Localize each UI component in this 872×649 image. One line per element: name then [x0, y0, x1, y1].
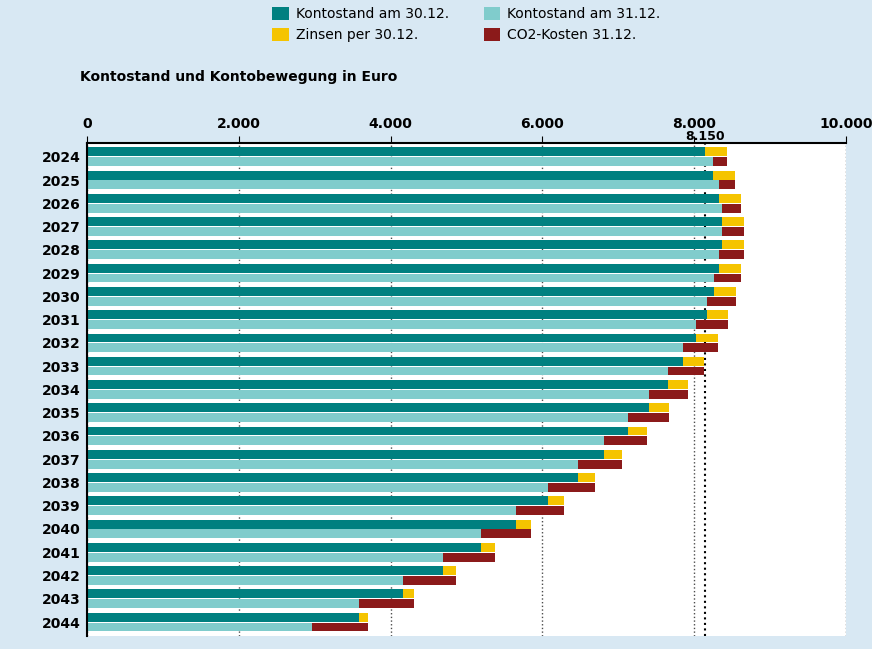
Bar — [87, 194, 719, 202]
Bar — [87, 251, 719, 259]
Bar — [650, 390, 688, 398]
Bar — [87, 287, 714, 296]
Bar — [713, 171, 735, 180]
Bar — [87, 320, 696, 329]
Bar — [87, 599, 359, 608]
Bar — [548, 496, 564, 506]
Bar — [87, 297, 706, 306]
Bar — [87, 241, 722, 249]
Bar — [87, 380, 668, 389]
Text: 8.150: 8.150 — [685, 130, 726, 143]
Bar — [87, 390, 650, 398]
Bar — [87, 553, 443, 561]
Bar — [516, 506, 564, 515]
Bar — [443, 553, 495, 561]
Bar — [668, 380, 688, 389]
Text: Kontostand und Kontobewegung in Euro: Kontostand und Kontobewegung in Euro — [79, 69, 397, 84]
Bar — [721, 217, 744, 226]
Bar — [87, 473, 577, 482]
Bar — [87, 520, 516, 528]
Bar — [719, 263, 741, 273]
Bar — [87, 171, 713, 180]
Bar — [706, 297, 736, 306]
Bar — [577, 459, 623, 469]
Bar — [87, 147, 705, 156]
Bar — [705, 147, 727, 156]
Bar — [714, 273, 741, 282]
Bar — [87, 204, 721, 213]
Bar — [87, 273, 714, 282]
Bar — [696, 320, 728, 329]
Bar — [87, 450, 604, 459]
Bar — [87, 227, 722, 236]
Bar — [706, 310, 728, 319]
Bar — [443, 566, 456, 575]
Bar — [87, 426, 628, 435]
Bar — [403, 576, 456, 585]
Bar — [721, 204, 741, 213]
Bar — [713, 157, 727, 166]
Bar — [87, 263, 719, 273]
Bar — [87, 157, 713, 166]
Bar — [481, 543, 495, 552]
Bar — [403, 589, 413, 598]
Bar — [696, 334, 718, 343]
Bar — [650, 404, 669, 412]
Bar — [87, 180, 719, 190]
Bar — [516, 520, 531, 528]
Bar — [604, 450, 623, 459]
Bar — [87, 343, 684, 352]
Bar — [87, 483, 548, 492]
Bar — [714, 287, 736, 296]
Bar — [359, 599, 413, 608]
Bar — [87, 357, 684, 365]
Bar — [87, 496, 548, 506]
Bar — [87, 436, 604, 445]
Bar — [604, 436, 647, 445]
Bar — [87, 566, 443, 575]
Bar — [481, 530, 531, 538]
Bar — [87, 613, 359, 622]
Bar — [87, 459, 577, 469]
Bar — [87, 543, 481, 552]
Bar — [628, 413, 669, 422]
Bar — [684, 343, 718, 352]
Bar — [87, 622, 312, 631]
Bar — [719, 180, 735, 190]
Bar — [87, 404, 650, 412]
Bar — [359, 613, 369, 622]
Bar — [668, 367, 705, 375]
Bar — [548, 483, 595, 492]
Bar — [87, 530, 481, 538]
Bar — [628, 426, 647, 435]
Bar — [312, 622, 369, 631]
Bar — [87, 367, 668, 375]
Bar — [87, 576, 403, 585]
Bar — [87, 310, 706, 319]
Bar — [722, 241, 744, 249]
Bar — [719, 194, 741, 202]
Legend: Kontostand am 30.12., Zinsen per 30.12., Kontostand am 31.12., CO2-Kosten 31.12.: Kontostand am 30.12., Zinsen per 30.12.,… — [267, 2, 666, 48]
Bar — [87, 334, 696, 343]
Bar — [87, 506, 516, 515]
Bar — [719, 251, 744, 259]
Bar — [577, 473, 595, 482]
Bar — [684, 357, 705, 365]
Bar — [87, 589, 403, 598]
Bar — [87, 413, 628, 422]
Bar — [722, 227, 744, 236]
Bar — [87, 217, 721, 226]
